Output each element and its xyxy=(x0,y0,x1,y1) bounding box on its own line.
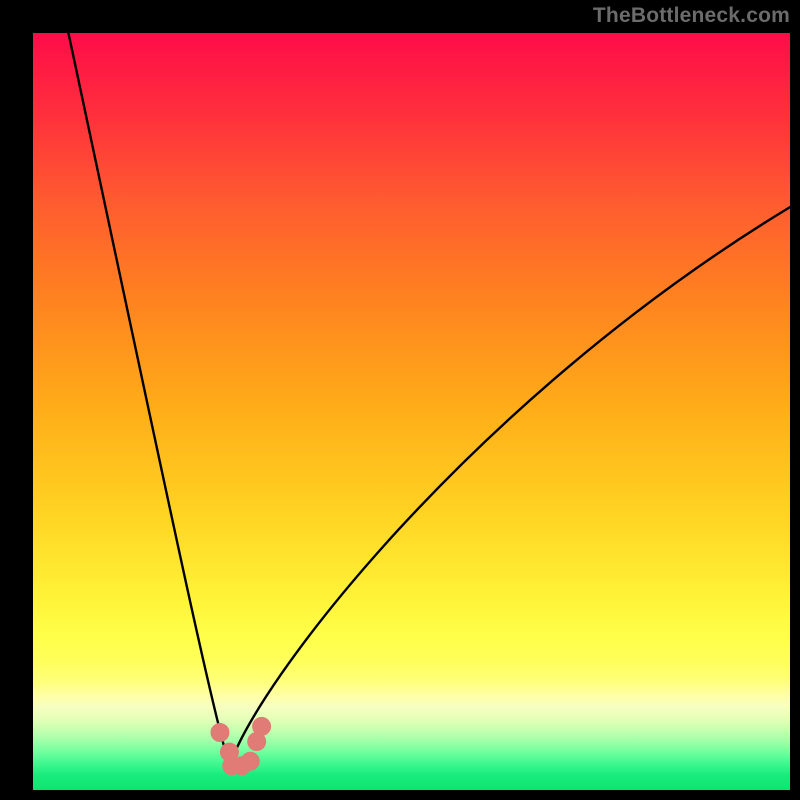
data-marker xyxy=(253,717,271,735)
data-marker xyxy=(241,752,259,770)
bottleneck-chart xyxy=(0,0,800,800)
chart-container: TheBottleneck.com xyxy=(0,0,800,800)
data-marker xyxy=(211,723,229,741)
plot-background-gradient xyxy=(33,33,790,790)
watermark-text: TheBottleneck.com xyxy=(593,4,790,28)
